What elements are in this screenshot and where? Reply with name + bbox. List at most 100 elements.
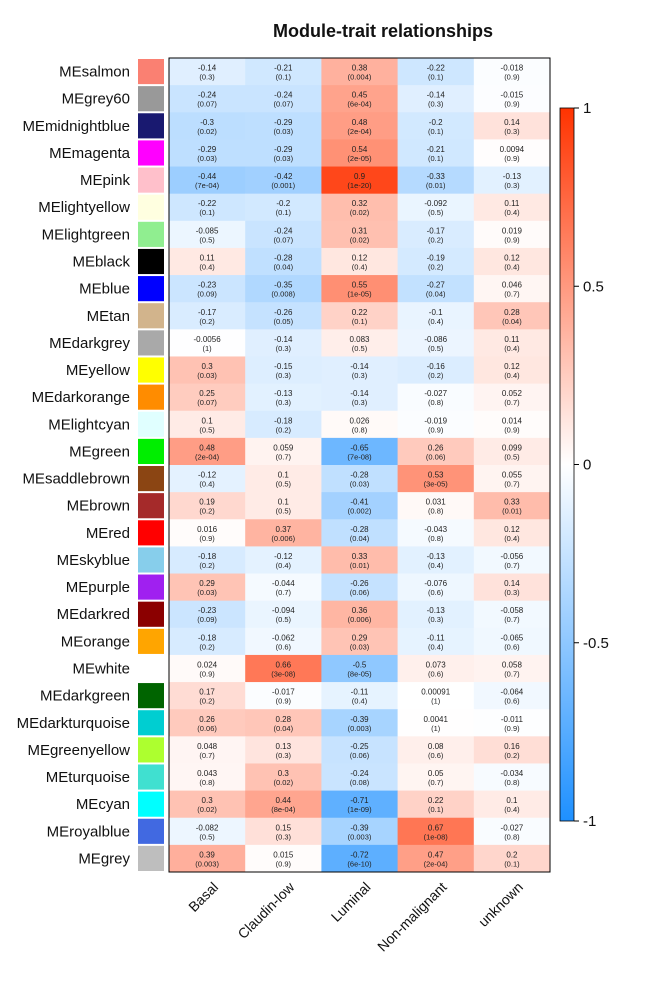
cell-correlation: -0.41	[350, 498, 369, 507]
row-label: MEblack	[72, 254, 130, 271]
cell-pvalue: (0.4)	[428, 561, 444, 570]
heatmap-cell	[169, 817, 246, 846]
cell-correlation: 0.33	[504, 498, 520, 507]
cell-correlation: -0.21	[274, 64, 293, 73]
row-label: MElightyellow	[38, 199, 130, 216]
heatmap-cell	[397, 736, 475, 764]
cell-correlation: -0.21	[427, 145, 446, 154]
cell-pvalue: (0.4)	[276, 561, 292, 570]
cell-pvalue: (7e-08)	[347, 452, 372, 461]
row-label: MEgrey	[78, 850, 130, 867]
heatmap-cell	[473, 410, 551, 439]
cell-correlation: 0.3	[278, 769, 290, 778]
heatmap-cell	[321, 600, 399, 629]
cell-pvalue: (0.4)	[428, 317, 444, 326]
module-swatch	[138, 601, 164, 627]
heatmap-cell	[473, 709, 551, 737]
cell-pvalue: (0.07)	[197, 398, 217, 407]
cell-correlation: -0.015	[501, 91, 524, 100]
cell-pvalue: (0.1)	[428, 154, 444, 163]
cell-pvalue: (0.03)	[274, 154, 294, 163]
cell-correlation: -0.2	[276, 199, 290, 208]
cell-pvalue: (0.4)	[504, 208, 520, 217]
heatmap-cell	[169, 437, 246, 466]
cell-correlation: -0.076	[424, 579, 447, 588]
heatmap-cell	[245, 763, 322, 792]
heatmap-cell	[397, 139, 475, 168]
cell-pvalue: (0.01)	[350, 561, 370, 570]
heatmap-cell	[397, 58, 475, 86]
cell-correlation: 0.05	[428, 769, 444, 778]
heatmap-cell	[245, 573, 322, 602]
row-label: MEdarkred	[57, 606, 130, 623]
module-swatch	[138, 194, 164, 220]
cell-correlation: -0.23	[198, 281, 217, 290]
heatmap-cell	[169, 220, 246, 249]
heatmap-cell	[321, 383, 399, 412]
cell-correlation: -0.018	[501, 64, 524, 73]
cell-pvalue: (0.5)	[428, 344, 444, 353]
heatmap-cell	[245, 193, 322, 222]
cell-pvalue: (0.3)	[352, 371, 368, 380]
cell-correlation: 0.45	[352, 91, 368, 100]
module-swatch	[138, 140, 164, 166]
cell-pvalue: (0.1)	[428, 127, 444, 136]
cell-pvalue: (0.9)	[199, 534, 215, 543]
cell-correlation: -0.027	[424, 389, 447, 398]
cell-pvalue: (0.9)	[276, 859, 292, 868]
cell-pvalue: (0.7)	[504, 615, 520, 624]
cell-pvalue: (0.7)	[199, 751, 215, 760]
cell-pvalue: (0.3)	[276, 344, 292, 353]
cell-pvalue: (0.4)	[504, 371, 520, 380]
heatmap-cell	[397, 247, 475, 276]
heatmap-cell	[321, 682, 399, 710]
cell-pvalue: (0.3)	[276, 398, 292, 407]
cell-correlation: 0.67	[428, 823, 444, 832]
cell-correlation: 0.00091	[421, 688, 450, 697]
cell-pvalue: (0.09)	[197, 615, 217, 624]
cell-pvalue: (2e-04)	[195, 452, 220, 461]
cell-correlation: 0.26	[199, 715, 215, 724]
module-swatch	[138, 59, 164, 85]
cell-correlation: -0.72	[350, 850, 369, 859]
cell-correlation: 0.015	[273, 850, 294, 859]
cell-correlation: -0.22	[198, 199, 217, 208]
cell-pvalue: (0.1)	[504, 859, 520, 868]
cell-pvalue: (0.3)	[504, 588, 520, 597]
cell-correlation: 0.48	[352, 118, 368, 127]
cell-pvalue: (0.1)	[276, 73, 292, 82]
cell-pvalue: (0.008)	[271, 290, 295, 299]
cell-correlation: -0.39	[350, 715, 369, 724]
cell-pvalue: (0.9)	[504, 154, 520, 163]
heatmap-cell	[245, 329, 322, 357]
heatmap-cell	[397, 220, 475, 249]
cell-correlation: -0.28	[274, 254, 293, 263]
row-label: MEgreen	[69, 443, 130, 460]
heatmap-cell	[397, 763, 475, 792]
cell-pvalue: (0.7)	[276, 588, 292, 597]
heatmap-cell	[169, 193, 246, 222]
column-label: Basal	[185, 879, 221, 915]
heatmap-cell	[321, 58, 399, 86]
module-swatch	[138, 737, 164, 763]
cell-correlation: 0.11	[504, 199, 520, 208]
heatmap-cell	[245, 844, 322, 873]
cell-pvalue: (0.03)	[274, 127, 294, 136]
legend-colorbar	[559, 107, 575, 822]
row-label: MElightgreen	[42, 226, 130, 243]
cell-correlation: 0.14	[504, 579, 520, 588]
cell-correlation: 0.1	[278, 471, 290, 480]
cell-correlation: 0.25	[199, 389, 215, 398]
cell-pvalue: (2e-04)	[347, 127, 372, 136]
cell-correlation: 0.0094	[500, 145, 525, 154]
heatmap-cell	[321, 790, 399, 819]
cell-correlation: -0.011	[501, 715, 524, 724]
row-label: MEsalmon	[59, 64, 130, 81]
cell-correlation: -0.29	[198, 145, 217, 154]
cell-pvalue: (0.1)	[199, 208, 215, 217]
cell-pvalue: (0.5)	[199, 235, 215, 244]
heatmap-cell	[473, 844, 551, 873]
cell-pvalue: (0.3)	[428, 100, 444, 109]
cell-pvalue: (0.04)	[426, 290, 446, 299]
